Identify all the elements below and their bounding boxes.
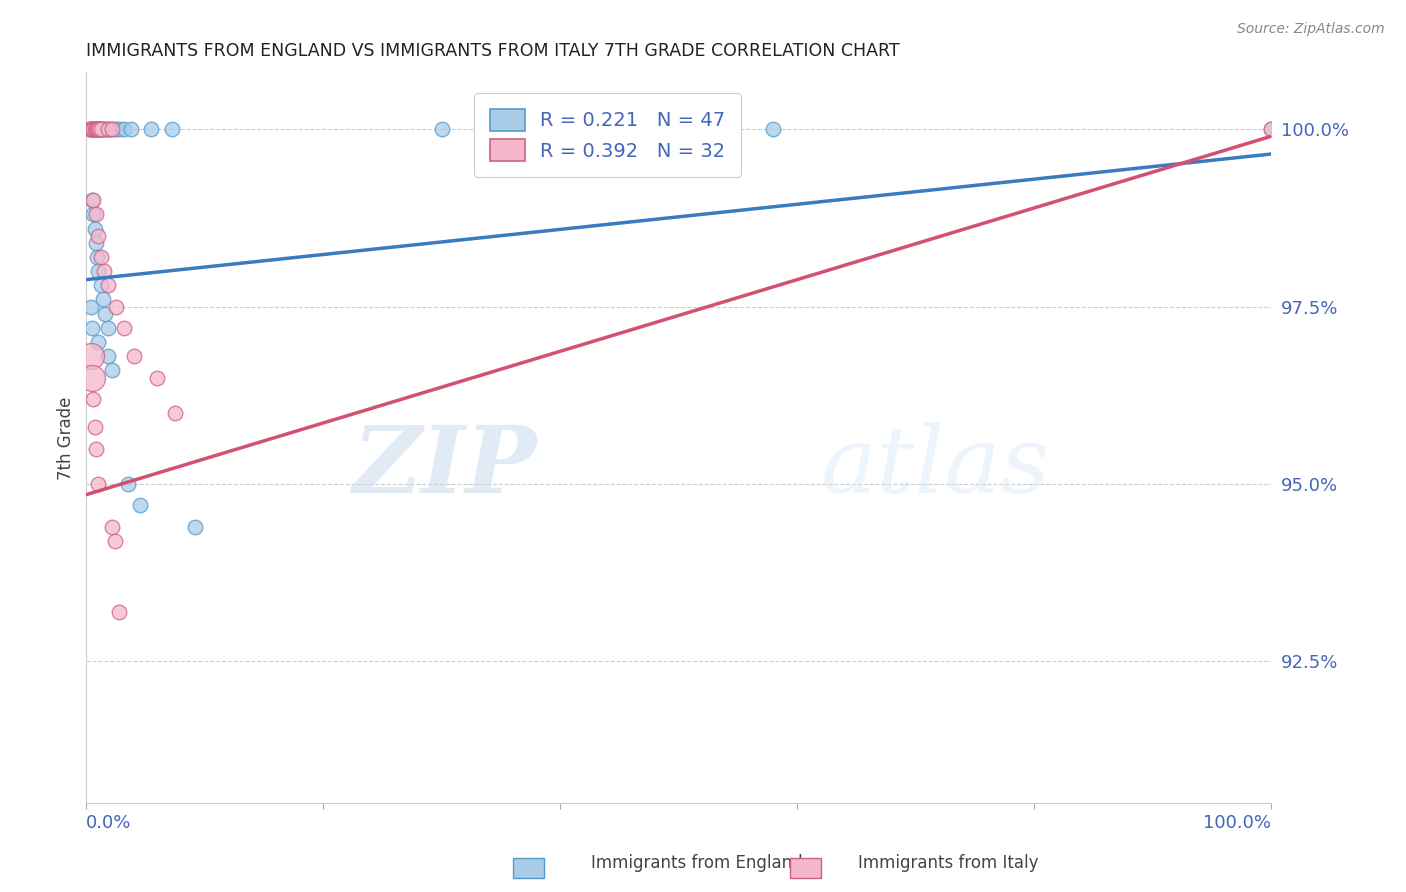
Point bbox=[112, 122, 135, 136]
Point bbox=[97, 278, 120, 293]
Text: Immigrants from England: Immigrants from England bbox=[591, 855, 803, 872]
Point bbox=[128, 498, 150, 512]
Point bbox=[160, 122, 183, 136]
Point bbox=[122, 349, 145, 363]
Point bbox=[84, 122, 107, 136]
Point bbox=[108, 605, 131, 619]
Text: 0.0%: 0.0% bbox=[86, 814, 132, 832]
Point bbox=[80, 122, 103, 136]
Point bbox=[83, 122, 105, 136]
Point bbox=[83, 221, 105, 235]
Point bbox=[87, 122, 110, 136]
Text: 100.0%: 100.0% bbox=[1204, 814, 1271, 832]
Point bbox=[79, 122, 101, 136]
Point bbox=[87, 228, 110, 243]
Point bbox=[90, 122, 112, 136]
Point bbox=[84, 442, 107, 456]
Point bbox=[120, 122, 142, 136]
Point bbox=[86, 250, 108, 264]
Point bbox=[82, 370, 104, 384]
Point bbox=[87, 122, 110, 136]
Point bbox=[87, 334, 110, 349]
Point bbox=[89, 122, 111, 136]
Point bbox=[83, 122, 105, 136]
Point bbox=[80, 349, 103, 363]
Point bbox=[101, 363, 124, 377]
Point bbox=[101, 519, 124, 533]
Point bbox=[104, 300, 127, 314]
Point bbox=[112, 321, 135, 335]
Point bbox=[117, 477, 139, 491]
Point bbox=[141, 122, 163, 136]
Point bbox=[93, 264, 115, 278]
Point bbox=[430, 122, 453, 136]
Point bbox=[184, 519, 207, 533]
Point bbox=[108, 122, 131, 136]
Point bbox=[89, 122, 111, 136]
Point bbox=[97, 122, 120, 136]
Point bbox=[82, 193, 104, 207]
Text: Immigrants from Italy: Immigrants from Italy bbox=[858, 855, 1038, 872]
Point bbox=[84, 122, 107, 136]
Point bbox=[87, 477, 110, 491]
Point bbox=[1260, 122, 1282, 136]
Point bbox=[104, 533, 127, 548]
Point bbox=[84, 235, 107, 250]
Text: atlas: atlas bbox=[821, 422, 1050, 512]
Point bbox=[86, 122, 108, 136]
Point bbox=[87, 264, 110, 278]
Point bbox=[93, 122, 115, 136]
Point bbox=[101, 122, 124, 136]
Point bbox=[91, 122, 114, 136]
Point bbox=[80, 300, 103, 314]
Point bbox=[97, 349, 120, 363]
Text: ZIP: ZIP bbox=[353, 422, 537, 512]
Point bbox=[83, 420, 105, 434]
Point bbox=[89, 122, 111, 136]
Point bbox=[91, 293, 114, 307]
Point bbox=[82, 122, 104, 136]
Point bbox=[86, 122, 108, 136]
Point bbox=[762, 122, 785, 136]
Text: IMMIGRANTS FROM ENGLAND VS IMMIGRANTS FROM ITALY 7TH GRADE CORRELATION CHART: IMMIGRANTS FROM ENGLAND VS IMMIGRANTS FR… bbox=[86, 42, 900, 60]
Point bbox=[82, 122, 104, 136]
Point bbox=[94, 122, 117, 136]
Point bbox=[94, 307, 117, 321]
Point bbox=[82, 321, 104, 335]
Y-axis label: 7th Grade: 7th Grade bbox=[58, 396, 75, 480]
Point bbox=[89, 278, 111, 293]
Point bbox=[82, 207, 104, 221]
Point bbox=[82, 193, 104, 207]
Point bbox=[97, 122, 120, 136]
Point bbox=[104, 122, 127, 136]
Point bbox=[98, 122, 121, 136]
Point bbox=[82, 122, 104, 136]
Point bbox=[89, 250, 111, 264]
Point bbox=[97, 321, 120, 335]
Point bbox=[82, 392, 104, 406]
Point bbox=[84, 207, 107, 221]
Point bbox=[1260, 122, 1282, 136]
Point bbox=[82, 122, 104, 136]
Point bbox=[146, 370, 169, 384]
Legend: R = 0.221   N = 47, R = 0.392   N = 32: R = 0.221 N = 47, R = 0.392 N = 32 bbox=[474, 93, 741, 177]
Point bbox=[79, 122, 101, 136]
Point bbox=[101, 122, 124, 136]
Text: Source: ZipAtlas.com: Source: ZipAtlas.com bbox=[1237, 22, 1385, 37]
Point bbox=[80, 122, 103, 136]
Point bbox=[165, 406, 187, 420]
Point bbox=[89, 122, 111, 136]
